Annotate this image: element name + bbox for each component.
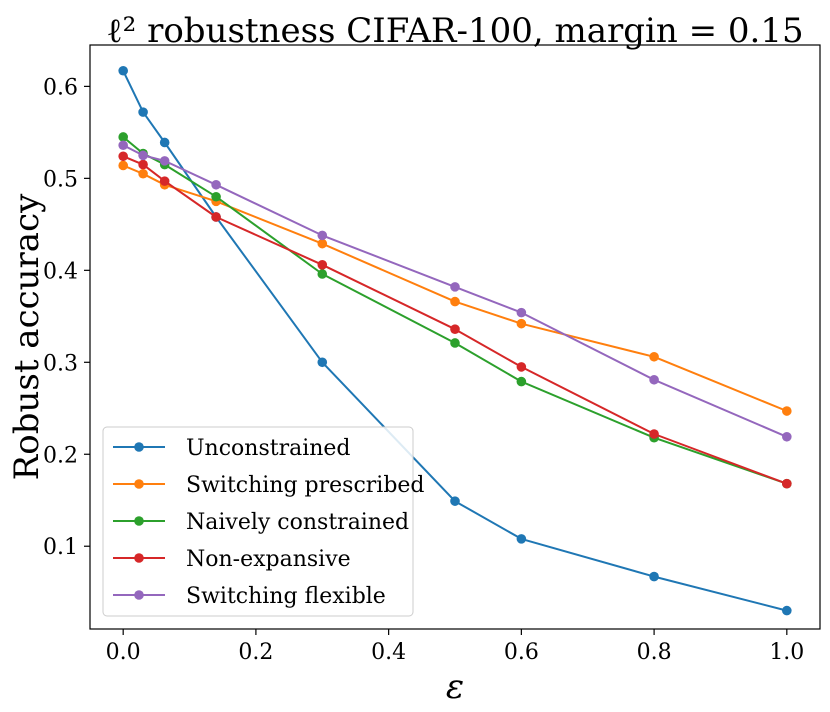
data-point-unconstrained xyxy=(516,534,527,544)
data-point-non-expansive xyxy=(138,159,148,170)
legend-box xyxy=(102,426,414,617)
x-axis: 0.0 0.2 0.4 0.6 0.8 1.0 xyxy=(106,629,804,665)
x-tick-label: 0.4 xyxy=(371,640,406,665)
data-point-switching-flexible xyxy=(159,156,170,166)
x-axis-label: ε xyxy=(446,667,464,707)
data-point-switching-flexible xyxy=(317,230,328,241)
legend-item-switching-flexible: Switching flexible xyxy=(113,584,386,609)
data-point-non-expansive xyxy=(317,260,328,270)
data-point-non-expansive xyxy=(450,324,460,334)
data-point-unconstrained xyxy=(118,65,128,76)
data-point-switching-prescribed xyxy=(118,160,128,171)
data-point-unconstrained xyxy=(450,496,460,506)
data-point-switching-flexible xyxy=(782,431,792,442)
data-point-non-expansive xyxy=(118,151,128,162)
y-tick-label: 0.5 xyxy=(43,167,78,192)
x-tick-label: 0.2 xyxy=(238,640,273,665)
series-switching-flexible xyxy=(118,140,792,442)
data-point-unconstrained xyxy=(317,357,328,368)
data-point-non-expansive xyxy=(649,429,659,439)
data-point-naively-constrained xyxy=(450,338,460,348)
data-point-switching-prescribed xyxy=(782,406,792,416)
data-point-switching-flexible xyxy=(649,374,659,385)
data-point-switching-flexible xyxy=(516,307,527,318)
legend-swatch-marker xyxy=(134,553,144,563)
legend: Unconstrained Switching prescribed Naively… xyxy=(102,426,425,617)
data-point-switching-flexible xyxy=(118,140,128,151)
legend-swatch-marker xyxy=(134,442,144,452)
data-point-switching-prescribed xyxy=(450,296,460,307)
legend-label: Switching prescribed xyxy=(186,473,425,498)
legend-item-naively-constrained: Naively constrained xyxy=(113,510,409,535)
y-tick-label: 0.4 xyxy=(43,259,78,284)
data-point-non-expansive xyxy=(782,478,792,489)
y-tick-label: 0.6 xyxy=(43,75,78,100)
legend-item-switching-prescribed: Switching prescribed xyxy=(113,473,425,498)
legend-label: Switching flexible xyxy=(186,584,386,609)
data-point-switching-prescribed xyxy=(138,168,148,179)
x-tick-label: 0.8 xyxy=(637,640,672,665)
data-point-naively-constrained xyxy=(211,191,221,202)
legend-item-unconstrained: Unconstrained xyxy=(113,436,351,461)
data-point-switching-prescribed xyxy=(649,351,659,362)
data-point-naively-constrained xyxy=(118,132,128,142)
x-tick-label: 0.6 xyxy=(504,640,539,665)
legend-swatch-marker xyxy=(134,479,144,489)
plot-area xyxy=(89,44,821,630)
y-tick-label: 0.2 xyxy=(43,443,78,468)
series-non-expansive xyxy=(118,151,792,489)
data-point-naively-constrained xyxy=(317,269,328,279)
data-point-switching-prescribed xyxy=(516,318,527,329)
data-point-unconstrained xyxy=(138,107,148,117)
x-tick-label: 1.0 xyxy=(769,640,804,665)
legend-swatch-marker xyxy=(134,590,144,600)
x-tick-label: 0.0 xyxy=(106,640,141,665)
data-point-non-expansive xyxy=(159,176,170,186)
data-point-switching-flexible xyxy=(211,179,221,190)
data-point-naively-constrained xyxy=(516,376,527,387)
data-point-non-expansive xyxy=(516,362,527,372)
legend-label: Naively constrained xyxy=(186,510,409,535)
legend-swatch-marker xyxy=(134,516,144,526)
data-point-switching-prescribed xyxy=(317,238,328,249)
y-tick-label: 0.1 xyxy=(43,535,78,560)
series-layer xyxy=(118,65,792,616)
data-point-switching-flexible xyxy=(138,150,148,161)
data-point-non-expansive xyxy=(211,212,221,222)
data-point-unconstrained xyxy=(782,605,792,616)
data-point-unconstrained xyxy=(649,571,659,582)
legend-label: Unconstrained xyxy=(186,436,351,461)
data-point-unconstrained xyxy=(159,137,170,148)
y-axis-label: Robust accuracy xyxy=(7,193,47,480)
y-axis: 0.1 0.2 0.3 0.4 0.5 0.6 xyxy=(43,75,90,560)
legend-item-non-expansive: Non-expansive xyxy=(113,547,351,572)
data-point-switching-flexible xyxy=(450,282,460,292)
chart-title: ℓ² robustness CIFAR-100, margin = 0.15 xyxy=(106,11,803,51)
y-tick-label: 0.3 xyxy=(43,351,78,376)
legend-label: Non-expansive xyxy=(186,547,351,572)
